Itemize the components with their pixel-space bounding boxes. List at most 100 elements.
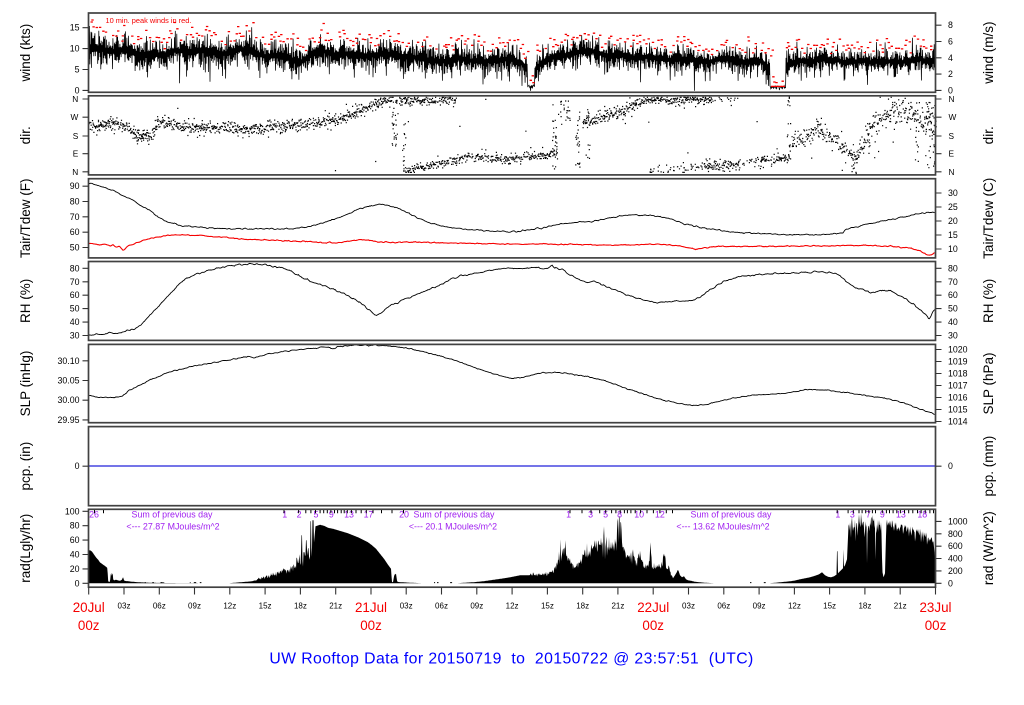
svg-text:0: 0 [948, 85, 953, 95]
svg-text:E: E [949, 149, 955, 159]
svg-text:50: 50 [70, 304, 80, 314]
svg-text:600: 600 [948, 541, 963, 551]
svg-text:Tair/Tdew (C): Tair/Tdew (C) [981, 178, 996, 259]
svg-text:W: W [949, 112, 957, 122]
svg-text:1: 1 [835, 510, 840, 520]
svg-text:21z: 21z [894, 602, 907, 611]
svg-text:2: 2 [297, 510, 302, 520]
svg-text:30: 30 [948, 188, 958, 198]
svg-text:15z: 15z [823, 602, 836, 611]
svg-text:rad(Lgly/hr): rad(Lgly/hr) [18, 514, 33, 583]
svg-text:9: 9 [880, 510, 885, 520]
svg-text:E: E [73, 149, 79, 159]
svg-text:1015: 1015 [948, 405, 968, 415]
svg-text:UW Rooftop Data for 20150719: UW Rooftop Data for 20150719 to 20150722… [269, 651, 753, 668]
svg-text:dir.: dir. [981, 126, 996, 144]
svg-text:20: 20 [948, 216, 958, 226]
svg-text:N: N [949, 167, 955, 177]
svg-text:40: 40 [948, 317, 958, 327]
svg-text:8: 8 [617, 510, 622, 520]
svg-text:15z: 15z [259, 602, 272, 611]
svg-text:30: 30 [948, 331, 958, 341]
svg-text:80: 80 [948, 263, 958, 273]
svg-text:40: 40 [70, 550, 80, 560]
svg-text:70: 70 [70, 212, 80, 222]
svg-text:10: 10 [70, 44, 80, 54]
svg-text:06z: 06z [435, 602, 448, 611]
svg-text:50: 50 [70, 243, 80, 253]
svg-text:09z: 09z [188, 602, 201, 611]
svg-text:22Jul: 22Jul [637, 600, 669, 615]
svg-text:1014: 1014 [948, 417, 968, 427]
svg-text:9: 9 [329, 510, 334, 520]
svg-text:S: S [73, 131, 79, 141]
svg-text:06z: 06z [153, 602, 166, 611]
svg-text:50: 50 [948, 304, 958, 314]
svg-text:21z: 21z [329, 602, 342, 611]
svg-text:20Jul: 20Jul [73, 600, 105, 615]
svg-text:20: 20 [399, 510, 409, 520]
svg-text:03z: 03z [118, 602, 131, 611]
svg-text:40: 40 [70, 317, 80, 327]
svg-text:7: 7 [866, 510, 871, 520]
svg-text:1020: 1020 [948, 345, 968, 355]
svg-text:1017: 1017 [948, 381, 968, 391]
svg-text:12z: 12z [788, 602, 801, 611]
svg-text:60: 60 [70, 535, 80, 545]
svg-text:0: 0 [75, 461, 80, 471]
svg-text:Sum of previous day: Sum of previous day [691, 510, 772, 520]
svg-text:<--- 27.87 MJoules/m^2: <--- 27.87 MJoules/m^2 [126, 522, 219, 532]
svg-text:pcp. (mm): pcp. (mm) [981, 436, 996, 497]
svg-text:5: 5 [603, 510, 608, 520]
svg-text:RH (%): RH (%) [981, 279, 996, 323]
svg-text:03z: 03z [400, 602, 413, 611]
svg-text:wind (m/s): wind (m/s) [981, 21, 996, 84]
svg-text:0: 0 [948, 461, 953, 471]
svg-text:06z: 06z [717, 602, 730, 611]
svg-text:SLP (inHg): SLP (inHg) [18, 351, 33, 417]
svg-text:1019: 1019 [948, 357, 968, 367]
svg-text:00z: 00z [642, 618, 664, 633]
svg-text:dir.: dir. [18, 126, 33, 144]
svg-text:12: 12 [655, 510, 665, 520]
svg-text:6: 6 [948, 37, 953, 47]
svg-text:25: 25 [948, 202, 958, 212]
svg-text:2: 2 [948, 69, 953, 79]
svg-text:00z: 00z [925, 618, 947, 633]
svg-text:SLP (hPa): SLP (hPa) [981, 352, 996, 414]
svg-text:30.10: 30.10 [57, 356, 79, 366]
svg-text:29.95: 29.95 [57, 415, 79, 425]
svg-text:03z: 03z [682, 602, 695, 611]
svg-text:15z: 15z [541, 602, 554, 611]
svg-text:800: 800 [948, 529, 963, 539]
svg-text:15: 15 [948, 230, 958, 240]
svg-text:1: 1 [566, 510, 571, 520]
svg-text:1016: 1016 [948, 393, 968, 403]
svg-text:0: 0 [75, 85, 80, 95]
svg-text:60: 60 [70, 290, 80, 300]
svg-text:18: 18 [917, 510, 927, 520]
svg-text:12z: 12z [223, 602, 236, 611]
svg-text:00z: 00z [360, 618, 382, 633]
svg-text:80: 80 [70, 197, 80, 207]
svg-text:20: 20 [70, 564, 80, 574]
svg-text:wind (kts): wind (kts) [18, 24, 33, 83]
svg-text:30.00: 30.00 [57, 395, 79, 405]
svg-text:80: 80 [70, 263, 80, 273]
svg-text:3: 3 [588, 510, 593, 520]
svg-text:<--- 20.1 MJoules/m^2: <--- 20.1 MJoules/m^2 [409, 522, 497, 532]
svg-text:<--- 13.62 MJoules/m^2: <--- 13.62 MJoules/m^2 [676, 522, 769, 532]
svg-text:80: 80 [70, 521, 80, 531]
svg-text:rad (W/m^2): rad (W/m^2) [981, 511, 996, 585]
svg-text:18z: 18z [294, 602, 307, 611]
svg-text:4: 4 [948, 53, 953, 63]
svg-text:W: W [70, 112, 78, 122]
svg-text:1018: 1018 [948, 369, 968, 379]
svg-text:15: 15 [70, 23, 80, 33]
svg-text:90: 90 [70, 181, 80, 191]
svg-text:S: S [949, 131, 955, 141]
svg-text:60: 60 [70, 227, 80, 237]
svg-text:10: 10 [634, 510, 644, 520]
svg-text:13: 13 [344, 510, 354, 520]
svg-text:5: 5 [75, 65, 80, 75]
